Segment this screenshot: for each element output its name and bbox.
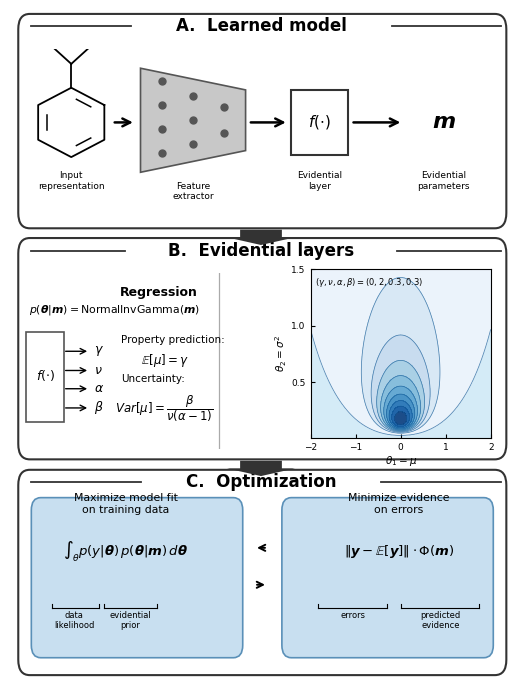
Text: predicted
evidence: predicted evidence (420, 610, 460, 630)
Text: $\mathbb{E}[\mu] = \gamma$: $\mathbb{E}[\mu] = \gamma$ (140, 352, 188, 370)
X-axis label: $\theta_1 = \mu$: $\theta_1 = \mu$ (385, 454, 417, 468)
Text: $\beta$: $\beta$ (94, 400, 104, 416)
Text: $p(\boldsymbol{\theta}|\boldsymbol{m})=\mathrm{NormalInvGamma}(\boldsymbol{m})$: $p(\boldsymbol{\theta}|\boldsymbol{m})=\… (29, 303, 200, 317)
Polygon shape (140, 68, 245, 173)
Polygon shape (227, 230, 295, 245)
Text: $Var[\mu] = \dfrac{\beta}{\nu(\alpha-1)}$: $Var[\mu] = \dfrac{\beta}{\nu(\alpha-1)}… (115, 393, 214, 424)
FancyBboxPatch shape (26, 332, 65, 422)
FancyBboxPatch shape (291, 90, 348, 155)
Text: B.  Evidential layers: B. Evidential layers (168, 242, 354, 260)
Text: $f(\cdot)$: $f(\cdot)$ (309, 113, 331, 131)
Text: data
likelihood: data likelihood (54, 610, 94, 630)
Text: Evidential
parameters: Evidential parameters (418, 171, 470, 191)
FancyBboxPatch shape (31, 498, 243, 658)
Text: $\|\boldsymbol{y} - \mathbb{E}[\boldsymbol{y}]\|\cdot\Phi(\boldsymbol{m})$: $\|\boldsymbol{y} - \mathbb{E}[\boldsymb… (344, 544, 454, 560)
Text: $\alpha$: $\alpha$ (94, 382, 104, 395)
Text: $(\gamma, \nu, \alpha, \beta) = (0, 2, 0.3, 0.3)$: $(\gamma, \nu, \alpha, \beta) = (0, 2, 0… (315, 276, 423, 289)
FancyBboxPatch shape (18, 238, 506, 459)
Text: $\gamma$: $\gamma$ (94, 345, 104, 358)
FancyBboxPatch shape (18, 470, 506, 675)
Polygon shape (227, 461, 295, 476)
Text: $\boldsymbol{m}$: $\boldsymbol{m}$ (432, 111, 456, 132)
Text: $\nu$: $\nu$ (94, 364, 103, 377)
Text: A.  Learned model: A. Learned model (175, 17, 347, 35)
Y-axis label: $\theta_2 = \sigma^2$: $\theta_2 = \sigma^2$ (273, 335, 289, 372)
FancyBboxPatch shape (282, 498, 493, 658)
Text: $\int_\theta p(y|\boldsymbol{\theta})\,p(\boldsymbol{\theta}|\boldsymbol{m})\,d\: $\int_\theta p(y|\boldsymbol{\theta})\,p… (63, 539, 188, 564)
Text: Regression: Regression (120, 285, 198, 299)
Text: Uncertainty:: Uncertainty: (121, 374, 185, 383)
Text: Minimize evidence
on errors: Minimize evidence on errors (348, 493, 450, 515)
Text: evidential
prior: evidential prior (110, 610, 151, 630)
Text: Evidential
layer: Evidential layer (297, 171, 342, 191)
Text: Maximize model fit
on training data: Maximize model fit on training data (74, 493, 177, 515)
Text: errors: errors (340, 610, 365, 619)
Text: Property prediction:: Property prediction: (121, 335, 225, 345)
Text: Input
representation: Input representation (38, 171, 104, 191)
Text: Feature
extractor: Feature extractor (172, 182, 214, 201)
Text: $f(\cdot)$: $f(\cdot)$ (35, 367, 55, 383)
Text: C.  Optimization: C. Optimization (186, 473, 336, 491)
FancyBboxPatch shape (18, 14, 506, 228)
